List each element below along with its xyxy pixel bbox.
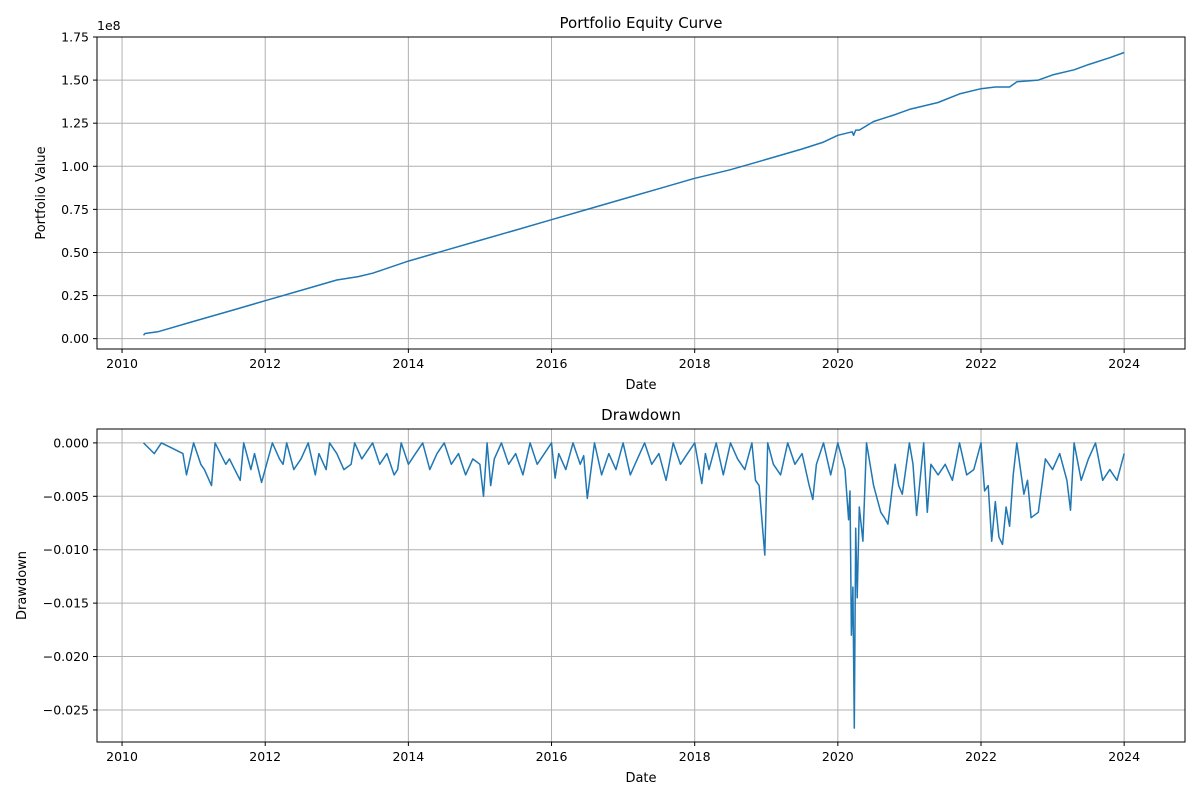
drawdown-x-tick-label: 2020 bbox=[822, 749, 854, 764]
drawdown-y-tick-label: 0.000 bbox=[53, 435, 89, 450]
equity-y-tick-label: 1.00 bbox=[61, 159, 89, 174]
equity-x-tick-label: 2024 bbox=[1108, 356, 1140, 371]
drawdown-x-tick-label: 2022 bbox=[965, 749, 997, 764]
drawdown-y-tick-label: −0.015 bbox=[43, 596, 89, 611]
drawdown-x-tick-label: 2014 bbox=[392, 749, 424, 764]
equity-y-tick-label: 0.25 bbox=[61, 288, 89, 303]
drawdown-y-axis-label: Drawdown bbox=[15, 551, 30, 620]
drawdown-x-tick-label: 2024 bbox=[1108, 749, 1140, 764]
equity-y-tick-label: 0.75 bbox=[61, 202, 89, 217]
equity-x-tick-label: 2012 bbox=[249, 356, 281, 371]
drawdown-x-tick-label: 2010 bbox=[106, 749, 138, 764]
equity-series-line bbox=[142, 51, 1125, 336]
drawdown-x-tick-label: 2012 bbox=[249, 749, 281, 764]
equity-x-tick-label: 2014 bbox=[392, 356, 424, 371]
drawdown-plot-frame bbox=[96, 428, 1186, 743]
drawdown-x-axis-label: Date bbox=[625, 771, 656, 786]
equity-y-tick-label: 0.00 bbox=[61, 331, 89, 346]
equity-plot-frame bbox=[96, 36, 1186, 350]
drawdown-chart: 2010 2012 2014 2016 2018 2020 2022 2024 0.000 −0.… bbox=[15, 406, 1186, 786]
equity-title: Portfolio Equity Curve bbox=[560, 14, 723, 32]
equity-y-tick-label: 1.50 bbox=[61, 73, 89, 88]
equity-y-offset-label: 1e8 bbox=[97, 18, 121, 33]
drawdown-y-tick-label: −0.025 bbox=[43, 702, 89, 717]
equity-x-tick-label: 2016 bbox=[536, 356, 568, 371]
drawdown-x-tick-label: 2016 bbox=[536, 749, 568, 764]
drawdown-x-tick-label: 2018 bbox=[679, 749, 711, 764]
equity-y-tick-label: 0.50 bbox=[61, 245, 89, 260]
drawdown-y-tick-label: −0.010 bbox=[43, 542, 89, 557]
equity-x-axis-label: Date bbox=[625, 378, 656, 393]
equity-chart: 2010 2012 2014 2016 2018 2020 2022 2024 0.00 0.25… bbox=[34, 14, 1186, 393]
drawdown-title: Drawdown bbox=[601, 406, 681, 424]
equity-x-tick-label: 2018 bbox=[679, 356, 711, 371]
equity-x-tick-label: 2020 bbox=[822, 356, 854, 371]
drawdown-y-tick-label: −0.005 bbox=[43, 489, 89, 504]
equity-x-tick-label: 2022 bbox=[965, 356, 997, 371]
equity-y-axis-label: Portfolio Value bbox=[34, 146, 49, 239]
equity-y-tick-label: 1.25 bbox=[61, 116, 89, 131]
equity-x-tick-label: 2010 bbox=[106, 356, 138, 371]
drawdown-series-line bbox=[142, 442, 1125, 729]
equity-y-tick-label: 1.75 bbox=[61, 30, 89, 45]
drawdown-y-tick-label: −0.020 bbox=[43, 649, 89, 664]
